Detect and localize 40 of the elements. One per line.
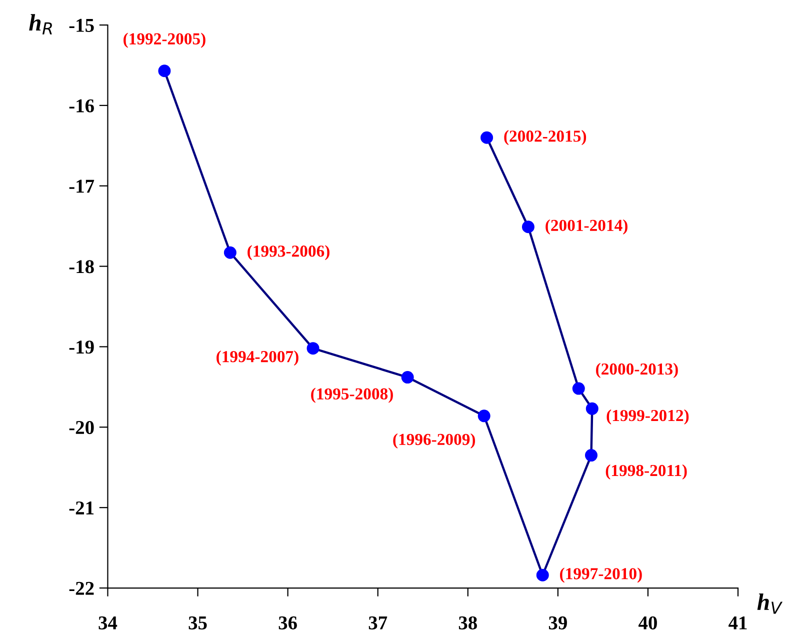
point — [584, 449, 598, 462]
x-tick-label: 40 — [638, 616, 657, 630]
point — [306, 342, 320, 355]
y-tick-label: -18 — [69, 260, 94, 274]
point — [536, 568, 549, 582]
point — [224, 246, 236, 259]
x-tick-label: 38 — [458, 616, 477, 630]
y-tick-label: -16 — [69, 99, 94, 112]
y-tick-label: -21 — [69, 501, 94, 514]
y-tick-label: -20 — [69, 420, 94, 434]
annotation: (1992-2005) — [124, 32, 206, 48]
x-tick-label: 37 — [368, 616, 388, 630]
point — [480, 131, 494, 144]
point — [158, 64, 171, 78]
annotation: (1996-2009) — [393, 433, 476, 448]
x-tick-label: 35 — [188, 616, 207, 630]
point — [522, 220, 534, 234]
annotation: (1993-2006) — [248, 245, 330, 260]
annotation: (2000-2013) — [596, 362, 678, 378]
annotation: (1995-2008) — [311, 388, 393, 403]
x-tick-label: 34 — [98, 616, 118, 630]
x-axis-title: h$_{V}$ — [757, 593, 783, 614]
y-tick-label: -15 — [69, 18, 94, 32]
y-tick-label: -19 — [69, 340, 94, 354]
point — [572, 382, 585, 395]
y-tick-label: -22 — [69, 582, 94, 595]
x-tick-label: 36 — [278, 616, 297, 630]
y-axis-title: h$_{R}$ — [29, 14, 52, 34]
y-tick-label: -17 — [69, 180, 94, 193]
point — [586, 402, 598, 415]
annotation: (1997-2010) — [560, 568, 642, 583]
annotation: (2001-2014) — [546, 219, 628, 234]
point — [401, 371, 414, 384]
point — [478, 410, 490, 422]
x-tick-label: 41 — [728, 616, 747, 630]
annotation: (2002-2015) — [504, 130, 586, 146]
annotation: (1998-2011) — [606, 464, 687, 480]
annotation: (1994-2007) — [216, 350, 298, 366]
annotation: (1999-2012) — [606, 409, 689, 425]
x-tick-label: 39 — [548, 616, 567, 630]
